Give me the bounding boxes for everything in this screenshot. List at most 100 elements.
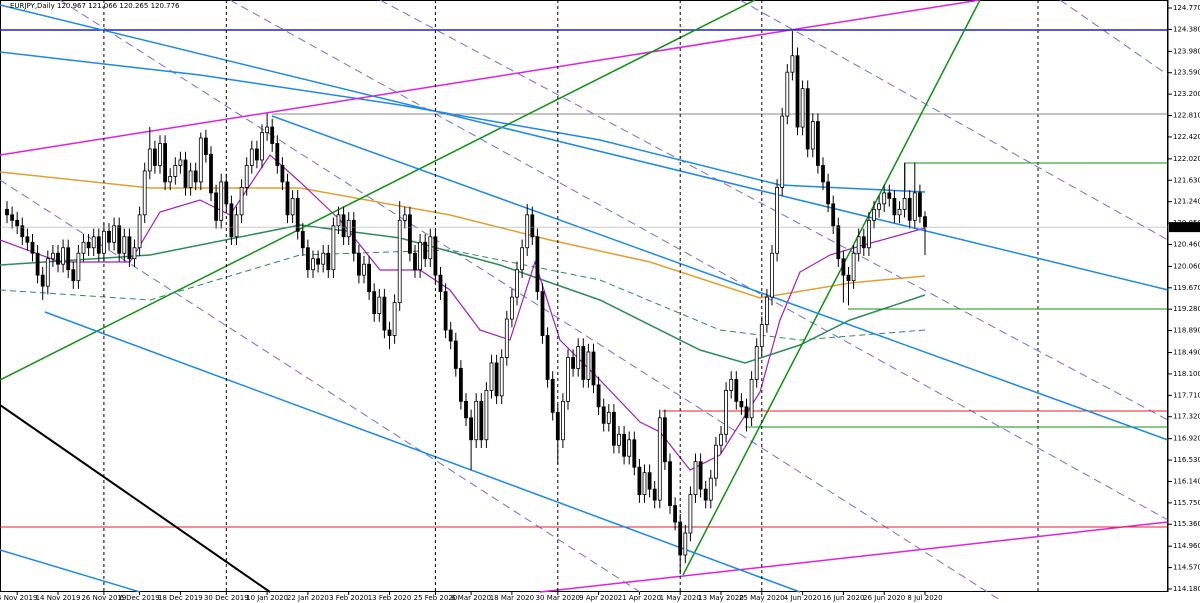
x-tick-label: 16 Jun 2020	[822, 594, 864, 602]
candle-body	[351, 219, 356, 254]
candle-body	[142, 170, 147, 216]
candle-body	[821, 165, 825, 183]
candle-body	[800, 88, 805, 128]
open: 120.967	[57, 2, 86, 10]
plot-frame	[0, 0, 1168, 592]
candle-body	[617, 433, 621, 446]
candle-body	[132, 247, 137, 260]
y-tick-label: 119.670	[1173, 284, 1200, 292]
x-tick-label: 21 Apr 2020	[618, 594, 661, 602]
candle-body	[729, 379, 734, 391]
x-tick-label: 18 Dec 2019	[158, 594, 203, 602]
candle-body	[739, 400, 744, 408]
candle-body	[331, 225, 336, 271]
candle-body	[851, 252, 856, 282]
symbol: EURJPY,Daily	[10, 2, 55, 10]
candle-body	[612, 411, 616, 446]
y-tick-label: 114.180	[1173, 585, 1200, 593]
trendline	[682, 0, 981, 576]
candle-body	[744, 406, 749, 419]
x-tick-label: 13 May 2020	[698, 594, 744, 602]
candle-body	[907, 197, 912, 221]
candle-body	[356, 252, 361, 276]
candle-body	[831, 203, 836, 227]
candle-body	[693, 461, 698, 496]
candle-body	[632, 439, 637, 468]
price-label: 120.776	[1172, 223, 1200, 231]
candle-body	[749, 379, 754, 419]
candle-body	[887, 192, 892, 199]
candle-body	[418, 241, 423, 271]
candle-body	[10, 214, 15, 221]
y-tick-label: 123.980	[1173, 47, 1200, 55]
candle-body	[586, 351, 591, 380]
x-tick-label: 9 Apr 2020	[579, 594, 618, 602]
candle-body	[71, 269, 76, 282]
candle-body	[601, 406, 606, 424]
candle-body	[816, 121, 820, 166]
candle-body	[479, 400, 484, 441]
candle-body	[520, 247, 524, 271]
x-tick-label: 26 Jun 2020	[863, 594, 905, 602]
candle-body	[504, 318, 509, 358]
candle-body	[265, 126, 270, 133]
candle-body	[765, 296, 769, 325]
candle-body	[469, 417, 474, 441]
candle-body	[377, 296, 382, 314]
candle-body	[509, 296, 514, 320]
candle-body	[305, 247, 310, 271]
candle-body	[147, 148, 152, 172]
price-axis	[1168, 0, 1200, 603]
candle-body	[867, 219, 871, 249]
candle-body	[188, 170, 193, 188]
trendline	[44, 311, 801, 593]
y-tick-label: 115.750	[1173, 499, 1200, 507]
candle-body	[525, 214, 530, 249]
x-tick-label: 6 Mar 2020	[451, 594, 491, 602]
y-tick-label: 122.420	[1173, 133, 1200, 141]
candle-body	[336, 214, 341, 227]
candle-body	[270, 126, 275, 144]
candle-body	[550, 379, 555, 413]
x-tick-label: 4 Nov 2019	[0, 594, 37, 602]
y-tick-label: 117.320	[1173, 413, 1200, 421]
candle-body	[66, 247, 71, 271]
candle-body	[673, 505, 677, 523]
candle-body	[392, 302, 397, 336]
candle-body	[397, 219, 402, 304]
candle-body	[30, 241, 35, 254]
y-tick-label: 116.140	[1173, 477, 1200, 485]
candle-body	[20, 225, 25, 238]
candle-body	[759, 324, 764, 347]
trendline	[0, 0, 756, 381]
candle-body	[530, 214, 535, 238]
y-tick-label: 118.890	[1173, 327, 1200, 335]
candle-body	[117, 225, 122, 254]
trendline	[0, 549, 141, 593]
x-tick-label: 10 Jan 2020	[246, 594, 288, 602]
candle-body	[448, 329, 453, 342]
y-tick-label: 124.770	[1173, 4, 1200, 12]
candle-body	[780, 115, 785, 188]
candle-body	[61, 247, 65, 265]
candle-body	[25, 236, 30, 243]
candle-body	[402, 214, 407, 221]
trendline	[539, 521, 1169, 593]
x-tick-label: 14 Nov 2019	[36, 594, 81, 602]
candle-body	[458, 368, 463, 402]
candle-body	[474, 400, 479, 441]
candle-body	[372, 291, 377, 314]
candle-body	[326, 252, 331, 271]
candle-body	[214, 192, 219, 221]
candle-body	[362, 263, 366, 276]
candle-body	[5, 208, 9, 216]
candle-body	[872, 208, 876, 221]
ma-dashed	[0, 249, 926, 341]
candle-body	[203, 137, 208, 155]
candle-body	[300, 230, 305, 249]
trendline	[271, 115, 1169, 441]
candle-body	[902, 197, 907, 210]
candle-body	[413, 252, 417, 271]
candle-body	[683, 532, 688, 556]
